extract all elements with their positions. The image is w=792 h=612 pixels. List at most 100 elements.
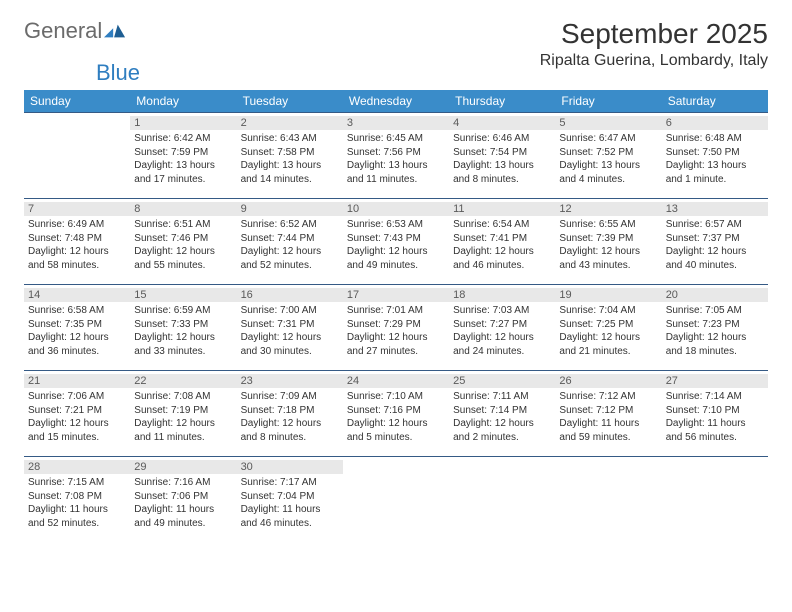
day-number: 26: [555, 374, 661, 388]
calendar-cell-day-12: 12Sunrise: 6:55 AMSunset: 7:39 PMDayligh…: [555, 199, 661, 285]
calendar-cell-day-28: 28 Sunrise: 7:15 AMSunset: 7:08 PMDayligh…: [24, 457, 130, 543]
calendar-cell-day-2: 2 Sunrise: 6:43 AMSunset: 7:58 PMDaylight…: [237, 113, 343, 199]
calendar-table: SundayMondayTuesdayWednesdayThursdayFrid…: [24, 90, 768, 543]
day-info: Sunrise: 6:49 AMSunset: 7:48 PMDaylight:…: [28, 218, 126, 272]
weekday-wednesday: Wednesday: [343, 90, 449, 113]
day-number: 13: [662, 202, 768, 216]
calendar-cell-empty: [343, 457, 449, 543]
day-info: Sunrise: 7:09 AMSunset: 7:18 PMDaylight:…: [241, 390, 339, 444]
title-block: September 2025 Ripalta Guerina, Lombardy…: [540, 18, 768, 70]
day-info: Sunrise: 6:46 AMSunset: 7:54 PMDaylight:…: [453, 132, 551, 186]
day-info: Sunrise: 7:01 AMSunset: 7:29 PMDaylight:…: [347, 304, 445, 358]
day-info: Sunrise: 7:05 AMSunset: 7:23 PMDaylight:…: [666, 304, 764, 358]
day-number: 27: [662, 374, 768, 388]
brand-text-blue-wrap: Blue: [96, 60, 156, 86]
day-number: 29: [130, 460, 236, 474]
day-number: 3: [343, 116, 449, 130]
day-info: Sunrise: 6:48 AMSunset: 7:50 PMDaylight:…: [666, 132, 764, 186]
day-info: Sunrise: 6:45 AMSunset: 7:56 PMDaylight:…: [347, 132, 445, 186]
weekday-sunday: Sunday: [24, 90, 130, 113]
calendar-cell-day-18: 18 Sunrise: 7:03 AMSunset: 7:27 PMDayligh…: [449, 285, 555, 371]
weekday-saturday: Saturday: [662, 90, 768, 113]
calendar-cell-empty: [449, 457, 555, 543]
weekday-friday: Friday: [555, 90, 661, 113]
calendar-cell-day-16: 16Sunrise: 7:00 AMSunset: 7:31 PMDayligh…: [237, 285, 343, 371]
calendar-cell-day-26: 26 Sunrise: 7:12 AMSunset: 7:12 PMDayligh…: [555, 371, 661, 457]
calendar-cell-day-3: 3 Sunrise: 6:45 AMSunset: 7:56 PMDaylight…: [343, 113, 449, 199]
day-number: 11: [449, 202, 555, 216]
day-number: 24: [343, 374, 449, 388]
day-info: Sunrise: 6:55 AMSunset: 7:39 PMDaylight:…: [559, 218, 657, 272]
calendar-week-row: 28 Sunrise: 7:15 AMSunset: 7:08 PMDayligh…: [24, 457, 768, 543]
day-info: Sunrise: 6:53 AMSunset: 7:43 PMDaylight:…: [347, 218, 445, 272]
day-number: 19: [555, 288, 661, 302]
day-info: Sunrise: 7:03 AMSunset: 7:27 PMDaylight:…: [453, 304, 551, 358]
day-number: 21: [24, 374, 130, 388]
day-number: 23: [237, 374, 343, 388]
day-number: 18: [449, 288, 555, 302]
brand-mark-icon: [104, 22, 126, 40]
day-number: 20: [662, 288, 768, 302]
calendar-cell-day-22: 22 Sunrise: 7:08 AMSunset: 7:19 PMDayligh…: [130, 371, 236, 457]
calendar-cell-empty: [662, 457, 768, 543]
day-number: 7: [24, 202, 130, 216]
day-info: Sunrise: 6:59 AMSunset: 7:33 PMDaylight:…: [134, 304, 232, 358]
calendar-cell-day-1: 1Sunrise: 6:42 AMSunset: 7:59 PMDaylight…: [130, 113, 236, 199]
day-number: 28: [24, 460, 130, 474]
day-info: Sunrise: 6:54 AMSunset: 7:41 PMDaylight:…: [453, 218, 551, 272]
day-info: Sunrise: 7:15 AMSunset: 7:08 PMDaylight:…: [28, 476, 126, 530]
day-info: Sunrise: 7:14 AMSunset: 7:10 PMDaylight:…: [666, 390, 764, 444]
day-number: 2: [237, 116, 343, 130]
day-number: 8: [130, 202, 236, 216]
calendar-cell-day-21: 21 Sunrise: 7:06 AMSunset: 7:21 PMDayligh…: [24, 371, 130, 457]
calendar-cell-day-23: 23 Sunrise: 7:09 AMSunset: 7:18 PMDayligh…: [237, 371, 343, 457]
day-number: 9: [237, 202, 343, 216]
day-info: Sunrise: 7:04 AMSunset: 7:25 PMDaylight:…: [559, 304, 657, 358]
day-info: Sunrise: 6:47 AMSunset: 7:52 PMDaylight:…: [559, 132, 657, 186]
calendar-cell-day-4: 4 Sunrise: 6:46 AMSunset: 7:54 PMDaylight…: [449, 113, 555, 199]
calendar-cell-day-25: 25Sunrise: 7:11 AMSunset: 7:14 PMDayligh…: [449, 371, 555, 457]
calendar-cell-day-5: 5 Sunrise: 6:47 AMSunset: 7:52 PMDaylight…: [555, 113, 661, 199]
day-number: 17: [343, 288, 449, 302]
day-number: 30: [237, 460, 343, 474]
day-info: Sunrise: 7:06 AMSunset: 7:21 PMDaylight:…: [28, 390, 126, 444]
brand-logo: General: [24, 18, 106, 44]
calendar-cell-day-20: 20 Sunrise: 7:05 AMSunset: 7:23 PMDayligh…: [662, 285, 768, 371]
location-subtitle: Ripalta Guerina, Lombardy, Italy: [540, 52, 768, 70]
brand-text-general: General: [24, 18, 102, 44]
day-number: 1: [130, 116, 236, 130]
month-title: September 2025: [540, 18, 768, 50]
day-info: Sunrise: 6:43 AMSunset: 7:58 PMDaylight:…: [241, 132, 339, 186]
calendar-cell-empty: [24, 113, 130, 199]
calendar-cell-day-11: 11 Sunrise: 6:54 AMSunset: 7:41 PMDayligh…: [449, 199, 555, 285]
day-info: Sunrise: 7:16 AMSunset: 7:06 PMDaylight:…: [134, 476, 232, 530]
day-info: Sunrise: 7:08 AMSunset: 7:19 PMDaylight:…: [134, 390, 232, 444]
calendar-cell-day-29: 29 Sunrise: 7:16 AMSunset: 7:06 PMDayligh…: [130, 457, 236, 543]
day-number: 5: [555, 116, 661, 130]
calendar-cell-day-10: 10Sunrise: 6:53 AMSunset: 7:43 PMDayligh…: [343, 199, 449, 285]
day-number: 25: [449, 374, 555, 388]
day-number: 15: [130, 288, 236, 302]
day-number: 14: [24, 288, 130, 302]
day-info: Sunrise: 7:17 AMSunset: 7:04 PMDaylight:…: [241, 476, 339, 530]
day-number: 22: [130, 374, 236, 388]
calendar-header: SundayMondayTuesdayWednesdayThursdayFrid…: [24, 90, 768, 113]
day-info: Sunrise: 7:12 AMSunset: 7:12 PMDaylight:…: [559, 390, 657, 444]
brand-text-blue: Blue: [96, 60, 140, 85]
calendar-cell-day-8: 8 Sunrise: 6:51 AMSunset: 7:46 PMDaylight…: [130, 199, 236, 285]
weekday-row: SundayMondayTuesdayWednesdayThursdayFrid…: [24, 90, 768, 113]
day-info: Sunrise: 6:57 AMSunset: 7:37 PMDaylight:…: [666, 218, 764, 272]
calendar-cell-day-14: 14 Sunrise: 6:58 AMSunset: 7:35 PMDayligh…: [24, 285, 130, 371]
day-number: 4: [449, 116, 555, 130]
calendar-cell-day-13: 13 Sunrise: 6:57 AMSunset: 7:37 PMDayligh…: [662, 199, 768, 285]
day-info: Sunrise: 6:51 AMSunset: 7:46 PMDaylight:…: [134, 218, 232, 272]
weekday-thursday: Thursday: [449, 90, 555, 113]
calendar-cell-day-30: 30 Sunrise: 7:17 AMSunset: 7:04 PMDayligh…: [237, 457, 343, 543]
day-info: Sunrise: 6:58 AMSunset: 7:35 PMDaylight:…: [28, 304, 126, 358]
calendar-cell-day-24: 24Sunrise: 7:10 AMSunset: 7:16 PMDayligh…: [343, 371, 449, 457]
calendar-week-row: 7 Sunrise: 6:49 AMSunset: 7:48 PMDaylight…: [24, 199, 768, 285]
calendar-cell-empty: [555, 457, 661, 543]
calendar-cell-day-9: 9 Sunrise: 6:52 AMSunset: 7:44 PMDaylight…: [237, 199, 343, 285]
day-info: Sunrise: 6:52 AMSunset: 7:44 PMDaylight:…: [241, 218, 339, 272]
calendar-cell-day-17: 17 Sunrise: 7:01 AMSunset: 7:29 PMDayligh…: [343, 285, 449, 371]
